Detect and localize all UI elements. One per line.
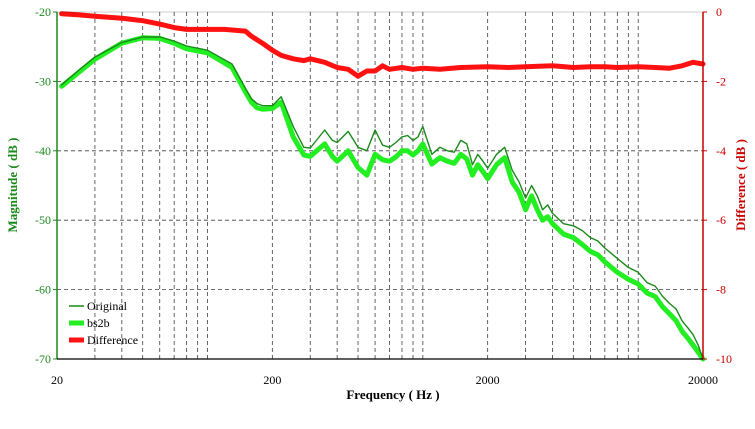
y-left-tick-label: -70 bbox=[35, 352, 51, 366]
x-tick-label: 200 bbox=[263, 373, 281, 387]
y-axis-left-label: Magnitude ( dB ) bbox=[5, 138, 20, 233]
legend: Original bs2b Difference bbox=[69, 299, 138, 347]
y-right-tick-label: 0 bbox=[716, 5, 722, 19]
y-left-tick-label: -20 bbox=[35, 5, 51, 19]
series-difference-line bbox=[59, 11, 706, 79]
x-axis-label: Frequency ( Hz ) bbox=[346, 387, 439, 402]
x-tick-label: 2000 bbox=[476, 373, 500, 387]
y-right-tick-label: -8 bbox=[716, 283, 726, 297]
series-bs2b-line bbox=[59, 35, 706, 362]
x-tick-label: 20 bbox=[51, 373, 63, 387]
y-axis-right-label: Difference ( dB ) bbox=[733, 139, 748, 231]
series-original-line bbox=[60, 36, 704, 360]
legend-label-original: Original bbox=[87, 299, 128, 313]
y-right-tick-label: -6 bbox=[716, 213, 726, 227]
y-right-tick-label: -2 bbox=[716, 74, 726, 88]
axes bbox=[56, 11, 704, 360]
legend-label-bs2b: bs2b bbox=[87, 316, 110, 330]
y-left-tick-label: -40 bbox=[35, 144, 51, 158]
y-left-tick-label: -30 bbox=[35, 74, 51, 88]
y-right-tick-label: -4 bbox=[716, 144, 726, 158]
y-right-tick-label: -10 bbox=[716, 352, 732, 366]
y-left-tick-label: -60 bbox=[35, 283, 51, 297]
grid bbox=[57, 12, 703, 359]
series-layer bbox=[59, 11, 706, 362]
y-left-tick-label: -50 bbox=[35, 213, 51, 227]
tick-labels: 20 200 2000 20000 -20 -30 -40 -50 -60 -70 0 -2 -4 -6 -… bbox=[35, 5, 732, 387]
legend-label-difference: Difference bbox=[87, 333, 138, 347]
x-tick-label: 20000 bbox=[688, 373, 718, 387]
